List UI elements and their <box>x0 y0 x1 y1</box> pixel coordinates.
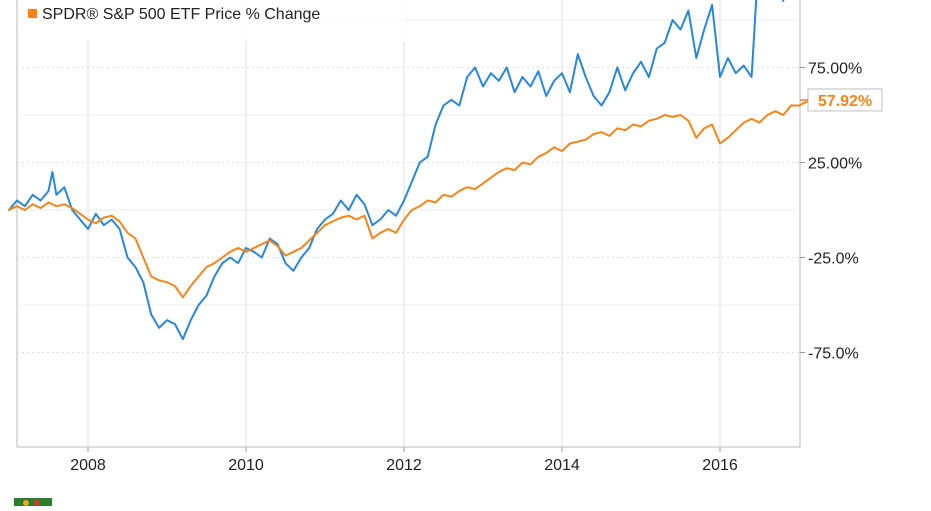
legend: SPDR® S&P 500 ETF Price % Change <box>18 0 406 41</box>
blue-series-line <box>8 0 785 341</box>
end-label-layer: 136.6%57.92% <box>800 88 883 112</box>
x-tick-label: 2008 <box>70 457 106 474</box>
y-tick-label: -75.0% <box>808 346 859 363</box>
x-tick-label: 2014 <box>544 457 580 474</box>
legend-label: SPDR® S&P 500 ETF Price % Change <box>42 6 320 23</box>
axis-layer: 125.0%75.00%25.00%-25.0%-75.0%2008201020… <box>70 61 862 475</box>
series-layer <box>8 0 812 341</box>
y-tick-label: 75.00% <box>808 61 862 78</box>
y-tick-label: 25.00% <box>808 156 862 173</box>
x-tick-label: 2016 <box>702 457 738 474</box>
grid-layer <box>16 0 801 448</box>
legend-box <box>18 0 406 41</box>
legend-swatch <box>28 9 37 18</box>
spdr-series-line <box>8 99 812 299</box>
spdr-end-label: 57.92% <box>818 93 872 110</box>
x-tick-label: 2012 <box>386 457 422 474</box>
ycharts-logo-icon <box>14 498 52 506</box>
x-tick-label: 2010 <box>228 457 264 474</box>
y-tick-label: -25.0% <box>808 251 859 268</box>
